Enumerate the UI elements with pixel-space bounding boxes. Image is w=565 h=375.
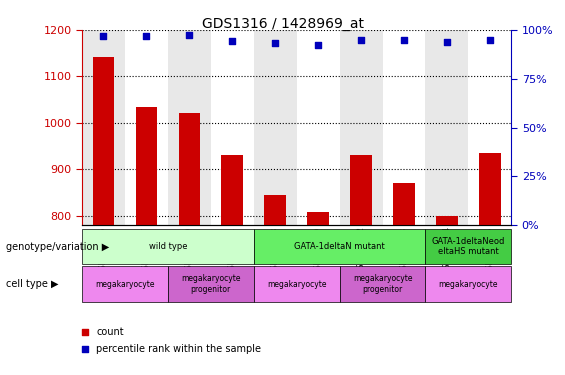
Text: cell type ▶: cell type ▶ [6,279,58,289]
Point [357,37,366,43]
Bar [468,30,511,225]
Point [271,40,280,46]
Bar [179,112,200,225]
Bar [93,57,114,225]
Text: megakaryocyte
progenitor: megakaryocyte progenitor [181,274,241,294]
Text: GATA-1deltaNeod
eltaHS mutant: GATA-1deltaNeod eltaHS mutant [432,237,505,256]
Point [80,346,89,352]
Bar [436,216,458,225]
Point [142,33,151,39]
Point [228,38,237,44]
Bar [168,30,211,225]
Text: GATA-1deltaN mutant: GATA-1deltaN mutant [294,242,385,251]
Text: megakaryocyte
progenitor: megakaryocyte progenitor [353,274,412,294]
Bar [350,155,372,225]
Bar [297,30,340,225]
Point [442,39,451,45]
Bar [264,195,286,225]
Bar [136,106,157,225]
Bar [254,30,297,225]
Bar [393,183,415,225]
Bar [125,30,168,225]
Bar [425,30,468,225]
Point [99,33,108,39]
Text: megakaryocyte: megakaryocyte [438,280,498,289]
Text: GDS1316 / 1428969_at: GDS1316 / 1428969_at [202,17,363,31]
Text: wild type: wild type [149,242,187,251]
Text: genotype/variation ▶: genotype/variation ▶ [6,242,109,252]
Bar [211,30,254,225]
Point [185,32,194,38]
Text: count: count [96,327,124,337]
Bar [383,30,425,225]
Bar [221,155,243,225]
Text: percentile rank within the sample: percentile rank within the sample [96,344,261,354]
Bar [479,153,501,225]
Point [80,329,89,335]
Bar [340,30,383,225]
Bar [307,212,329,225]
Point [314,42,323,48]
Point [485,37,494,43]
Bar [82,30,125,225]
Point [399,37,408,43]
Text: megakaryocyte: megakaryocyte [267,280,327,289]
Text: megakaryocyte: megakaryocyte [95,280,155,289]
